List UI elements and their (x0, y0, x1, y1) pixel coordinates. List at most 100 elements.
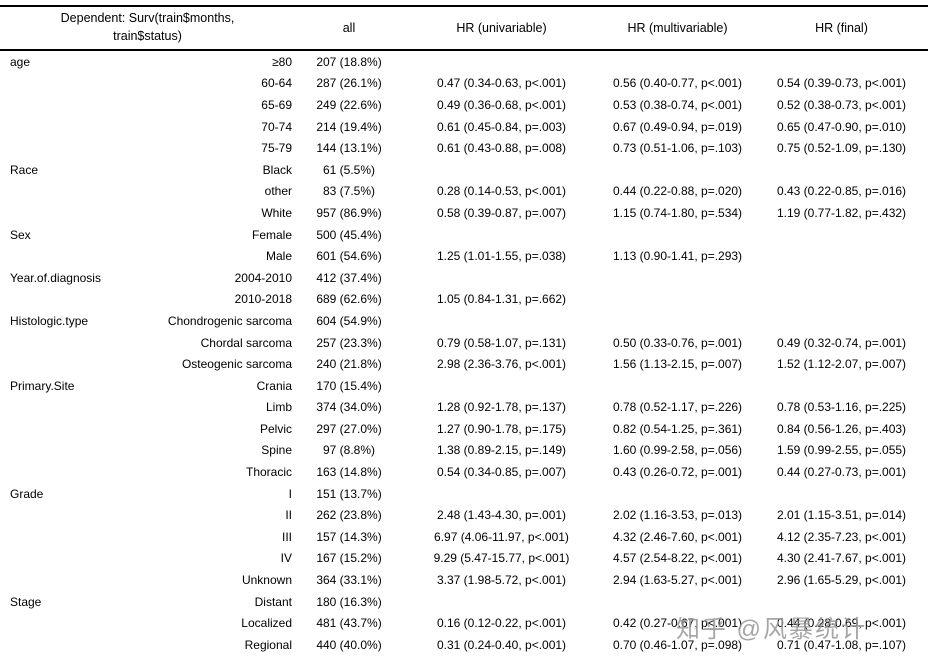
hr-multivariable-cell (600, 267, 755, 289)
level-cell: Regional (244, 637, 292, 652)
column-header-hr-univariable: HR (univariable) (403, 5, 600, 51)
hr-final-cell: 0.84 (0.56-1.26, p=.403) (776, 421, 907, 436)
variable-cell (0, 137, 130, 159)
all-cell: 163 (14.8%) (316, 465, 382, 480)
hr-univariable-cell: 2.98 (2.36-3.76, p<.001) (436, 357, 567, 372)
variable-cell (0, 94, 130, 116)
table-row: age ≥80 207 (18.8%) (0, 50, 928, 73)
hr-final-cell: 0.44 (0.28-0.69, p<.001) (776, 616, 907, 631)
dependent-variable-header: Dependent: Surv(train$months, train$stat… (0, 5, 295, 51)
level-cell: 2004-2010 (234, 270, 292, 285)
all-cell: 214 (19.4%) (316, 119, 382, 134)
table-body: age ≥80 207 (18.8%) 60-64 287 (26.1%) 0.47 (0… (0, 50, 928, 656)
hr-univariable-cell: 9.29 (5.47-15.77, p<.001) (433, 551, 570, 566)
table-row: 2010-2018 689 (62.6%) 1.05 (0.84-1.31, p=.… (0, 289, 928, 311)
level-cell: Female (251, 227, 292, 242)
hr-univariable-cell (403, 50, 600, 73)
variable-cell: Race (10, 162, 39, 177)
level-cell: Osteogenic sarcoma (181, 357, 292, 372)
variable-cell: Histologic.type (10, 313, 89, 328)
hr-univariable-cell: 0.28 (0.14-0.53, p<.001) (436, 184, 567, 199)
variable-cell (0, 116, 130, 138)
variable-cell (0, 202, 130, 224)
hr-multivariable-cell: 1.56 (1.13-2.15, p=.007) (612, 357, 743, 372)
hr-multivariable-cell: 1.15 (0.74-1.80, p=.534) (612, 205, 743, 220)
hr-univariable-cell (403, 310, 600, 332)
level-cell: II (285, 508, 292, 523)
hr-multivariable-cell: 4.57 (2.54-8.22, p<.001) (612, 551, 743, 566)
variable-cell (0, 397, 130, 419)
hr-final-cell: 2.96 (1.65-5.29, p<.001) (776, 573, 907, 588)
all-cell: 481 (43.7%) (316, 616, 382, 631)
all-cell: 61 (5.5%) (322, 162, 376, 177)
level-cell: Male (265, 249, 292, 264)
variable-cell (0, 461, 130, 483)
hr-final-cell (755, 267, 928, 289)
level-cell: 65-69 (261, 97, 292, 112)
hr-final-cell: 0.43 (0.22-0.85, p=.016) (776, 184, 907, 199)
table-row: other 83 (7.5%) 0.28 (0.14-0.53, p<.001) 0.… (0, 181, 928, 203)
hr-multivariable-cell (600, 50, 755, 73)
hr-univariable-cell (403, 591, 600, 613)
table-row: Chordal sarcoma 257 (23.3%) 0.79 (0.58-1.0… (0, 332, 928, 354)
table-header: Dependent: Surv(train$months, train$stat… (0, 5, 928, 51)
all-cell: 604 (54.9%) (316, 313, 382, 328)
hr-univariable-cell: 0.61 (0.45-0.84, p=.003) (436, 119, 567, 134)
results-table: Dependent: Surv(train$months, train$stat… (0, 5, 928, 656)
hr-univariable-cell (403, 267, 600, 289)
all-cell: 170 (15.4%) (316, 378, 382, 393)
hr-final-cell (755, 159, 928, 181)
hr-multivariable-cell: 0.43 (0.26-0.72, p=.001) (612, 465, 743, 480)
level-cell: Pelvic (259, 421, 292, 436)
hr-univariable-cell: 0.16 (0.12-0.22, p<.001) (436, 616, 567, 631)
level-cell: Unknown (241, 573, 292, 588)
table-row: Stage Distant 180 (16.3%) (0, 591, 928, 613)
all-cell: 97 (8.8%) (322, 443, 376, 458)
hr-multivariable-cell: 1.60 (0.99-2.58, p=.056) (612, 443, 743, 458)
hr-final-cell (755, 591, 928, 613)
column-header-hr-multivariable: HR (multivariable) (600, 5, 755, 51)
all-cell: 180 (16.3%) (316, 594, 382, 609)
all-cell: 262 (23.8%) (316, 508, 382, 523)
hr-multivariable-cell: 0.78 (0.52-1.17, p=.226) (612, 400, 743, 415)
hr-multivariable-cell: 4.32 (2.46-7.60, p<.001) (612, 529, 743, 544)
variable-cell: Sex (10, 227, 31, 242)
hr-multivariable-cell: 0.73 (0.51-1.06, p=.103) (612, 141, 743, 156)
hr-univariable-cell (403, 483, 600, 505)
hr-final-cell (755, 50, 928, 73)
table-row: 65-69 249 (22.6%) 0.49 (0.36-0.68, p<.001)… (0, 94, 928, 116)
table-row: Pelvic 297 (27.0%) 1.27 (0.90-1.78, p=.175… (0, 418, 928, 440)
variable-cell (0, 504, 130, 526)
level-cell: 70-74 (261, 119, 292, 134)
variable-cell (0, 245, 130, 267)
hr-multivariable-cell (600, 375, 755, 397)
all-cell: 144 (13.1%) (316, 141, 382, 156)
level-cell: Thoracic (245, 465, 292, 480)
table-row: Thoracic 163 (14.8%) 0.54 (0.34-0.85, p=.0… (0, 461, 928, 483)
table-row: Primary.Site Crania 170 (15.4%) (0, 375, 928, 397)
variable-cell (0, 612, 130, 634)
level-cell: Distant (254, 594, 292, 609)
hr-final-cell (755, 310, 928, 332)
hr-multivariable-cell (600, 224, 755, 246)
hr-univariable-cell: 6.97 (4.06-11.97, p<.001) (434, 529, 569, 544)
table-row: Limb 374 (34.0%) 1.28 (0.92-1.78, p=.137) 0… (0, 397, 928, 419)
variable-cell: Stage (10, 594, 42, 609)
hr-final-cell: 0.78 (0.53-1.16, p=.225) (776, 400, 907, 415)
hr-multivariable-cell (600, 289, 755, 311)
level-cell: Black (262, 162, 292, 177)
table-row: Year.of.diagnosis 2004-2010 412 (37.4%) (0, 267, 928, 289)
hr-final-cell (755, 224, 928, 246)
all-cell: 500 (45.4%) (316, 227, 382, 242)
header-row: Dependent: Surv(train$months, train$stat… (0, 5, 928, 51)
hr-univariable-cell: 2.48 (1.43-4.30, p=.001) (436, 508, 567, 523)
hr-univariable-cell: 1.25 (1.01-1.55, p=.038) (436, 249, 567, 264)
table-row: Male 601 (54.6%) 1.25 (1.01-1.55, p=.038) 1… (0, 245, 928, 267)
column-header-all: all (295, 5, 403, 51)
hr-multivariable-cell: 0.82 (0.54-1.25, p=.361) (612, 421, 743, 436)
level-cell: 2010-2018 (234, 292, 292, 307)
all-cell: 157 (14.3%) (316, 529, 382, 544)
all-cell: 374 (34.0%) (316, 400, 382, 415)
hr-multivariable-cell: 2.94 (1.63-5.27, p<.001) (612, 573, 743, 588)
all-cell: 151 (13.7%) (316, 486, 382, 501)
